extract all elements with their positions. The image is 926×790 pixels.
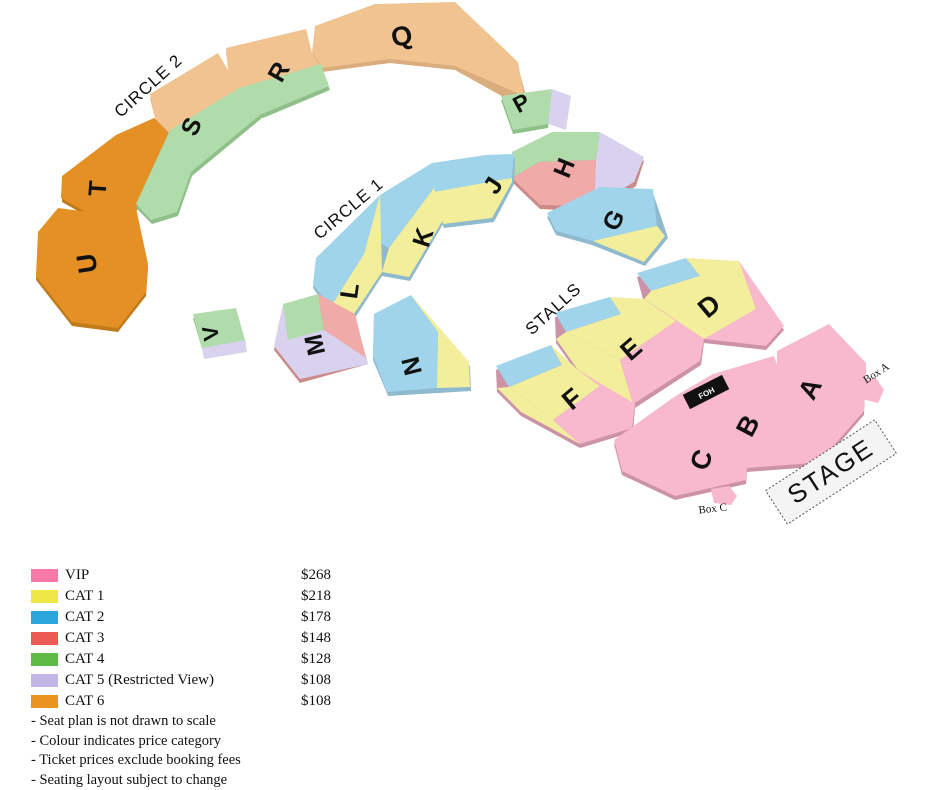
seating-map[interactable]: FOH Box A Box C STAGE CIRCLE 2 CIRCLE 1 … [0,0,926,560]
section-Q-cat6-light [312,2,524,96]
legend-swatch-cat1 [31,590,58,603]
legend-price: $108 [301,672,361,689]
legend-swatch-vip [31,569,58,582]
note-item: - Seat plan is not drawn to scale [31,712,241,732]
section-N[interactable] [373,295,471,396]
legend-label: CAT 1 [65,588,301,605]
legend-label: VIP [65,567,301,584]
legend-row: CAT 5 (Restricted View) $108 [31,670,361,690]
legend-swatch-cat4 [31,653,58,666]
legend-row: VIP $268 [31,565,361,585]
legend-row: CAT 3 $148 [31,628,361,648]
legend-row: CAT 4 $128 [31,649,361,669]
section-Q[interactable] [312,2,527,108]
notes-list: - Seat plan is not drawn to scale - Colo… [31,712,241,790]
legend-row: CAT 1 $218 [31,586,361,606]
note-item: - Colour indicates price category [31,732,241,752]
legend-label: CAT 6 [65,693,301,710]
legend-label: CAT 5 (Restricted View) [65,672,301,689]
legend-price: $108 [301,693,361,710]
note-item: - Ticket prices exclude booking fees [31,751,241,771]
section-label-T: T [84,180,113,197]
legend-swatch-cat5 [31,674,58,687]
box-c-label: Box C [698,502,728,517]
legend-row: CAT 2 $178 [31,607,361,627]
legend-price: $218 [301,588,361,605]
legend-swatch-cat2 [31,611,58,624]
note-item: - Seating layout subject to change [31,771,241,790]
legend-swatch-cat6 [31,695,58,708]
legend-price: $268 [301,567,361,584]
legend-label: CAT 3 [65,630,301,647]
price-legend: VIP $268 CAT 1 $218 CAT 2 $178 CAT 3 $14… [31,565,361,712]
legend-label: CAT 2 [65,609,301,626]
legend-price: $178 [301,609,361,626]
legend-price: $148 [301,630,361,647]
legend-swatch-cat3 [31,632,58,645]
legend-label: CAT 4 [65,651,301,668]
legend-price: $128 [301,651,361,668]
section-P-cat5 [548,89,571,130]
legend-row: CAT 6 $108 [31,691,361,711]
